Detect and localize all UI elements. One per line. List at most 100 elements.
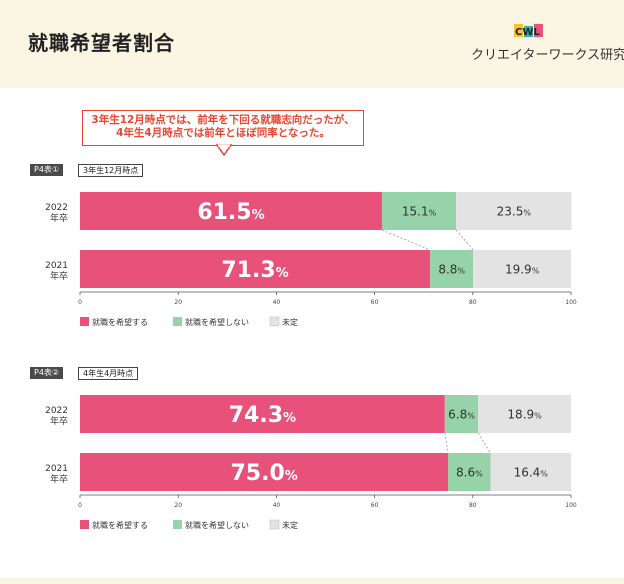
- category-label-year: 2022: [45, 406, 68, 416]
- bar-segment-want: [80, 453, 449, 491]
- x-tick-label: 80: [469, 502, 477, 509]
- page-header: 就職希望者割合 CWL クリエイターワークス研究所: [0, 0, 624, 88]
- connector-line: [444, 432, 449, 454]
- category-label-suffix: 年卒: [50, 473, 68, 485]
- x-tick-label: 40: [273, 502, 281, 509]
- data-label-unit: %: [429, 208, 437, 217]
- data-label: 8.8%: [438, 262, 465, 276]
- x-tick-label: 20: [174, 299, 182, 306]
- legend-label: 就職を希望しない: [185, 317, 249, 327]
- data-label-value: 71.3: [221, 258, 275, 283]
- data-label-unit: %: [283, 411, 296, 426]
- data-label: 6.8%: [448, 407, 475, 421]
- connector-line: [381, 229, 431, 251]
- chart2-subtitle: 4年生4月時点: [78, 367, 139, 380]
- bar-segment-want: [80, 395, 445, 433]
- chart1-subtitle: 3年生12月時点: [78, 164, 144, 177]
- category-label-suffix: 年卒: [50, 415, 68, 427]
- legend-label: 就職を希望する: [92, 317, 148, 327]
- legend-label: 未定: [282, 317, 298, 327]
- chart1-tag: P4表①: [30, 164, 64, 176]
- data-label-unit: %: [523, 208, 531, 217]
- logo-block-pink: [534, 24, 543, 37]
- data-label-value: 23.5: [497, 204, 524, 218]
- legend-swatch: [173, 317, 182, 326]
- callout-line-1: 3年生12月時点では、前年を下回る就職志向だったが、: [91, 114, 355, 126]
- legend-label: 就職を希望しない: [185, 520, 249, 530]
- data-label-value: 8.6: [456, 465, 475, 479]
- data-label: 23.5%: [497, 204, 532, 218]
- bar-segment-not-want: [430, 250, 474, 288]
- data-label-value: 18.9: [507, 407, 534, 421]
- data-label: 8.6%: [456, 465, 483, 479]
- bar-segment-undecided: [478, 395, 571, 433]
- connector-line: [455, 229, 474, 251]
- data-label-value: 75.0: [230, 461, 284, 486]
- data-label-unit: %: [532, 266, 540, 275]
- bar-segment-want: [80, 192, 382, 230]
- chart2-tag: P4表②: [30, 367, 64, 379]
- connector-line: [477, 432, 491, 454]
- legend-swatch: [80, 317, 89, 326]
- category-label-year: 2021: [45, 464, 68, 474]
- data-label-unit: %: [540, 469, 548, 478]
- data-label-unit: %: [285, 469, 298, 484]
- data-label-unit: %: [276, 266, 289, 281]
- data-label: 16.4%: [514, 465, 549, 479]
- logo-block-yellow: [514, 24, 523, 37]
- logo: CWL: [514, 24, 543, 38]
- data-label-unit: %: [534, 411, 542, 420]
- category-label-suffix: 年卒: [50, 212, 68, 224]
- data-label-unit: %: [252, 208, 265, 223]
- category-label-suffix: 年卒: [50, 270, 68, 282]
- bar-segment-undecided: [456, 192, 572, 230]
- x-tick-label: 40: [273, 299, 281, 306]
- category-label-year: 2022: [45, 203, 68, 213]
- data-label-value: 6.8: [448, 407, 467, 421]
- data-label: 74.3%: [229, 403, 296, 428]
- data-label: 71.3%: [221, 258, 288, 283]
- data-label: 19.9%: [505, 262, 540, 276]
- x-tick-label: 100: [565, 299, 577, 306]
- bar-segment-not-want: [444, 395, 479, 433]
- x-tick-label: 60: [371, 299, 379, 306]
- data-label-value: 15.1: [402, 204, 429, 218]
- data-label-unit: %: [457, 266, 465, 275]
- data-label-unit: %: [467, 411, 475, 420]
- bar-segment-not-want: [381, 192, 457, 230]
- callout-text: 3年生12月時点では、前年を下回る就職志向だったが、 4年生4月時点では前年とほ…: [83, 114, 363, 140]
- logo-mark: CWL: [515, 27, 540, 38]
- bar-segment-undecided: [473, 250, 571, 288]
- x-tick-label: 0: [78, 299, 82, 306]
- callout-line-2: 4年生4月時点では前年とほぼ同率となった。: [116, 127, 330, 139]
- x-tick-label: 60: [371, 502, 379, 509]
- page-title: 就職希望者割合: [28, 31, 175, 55]
- legend-swatch: [269, 316, 280, 327]
- data-label: 75.0%: [230, 461, 297, 486]
- legend-label: 未定: [282, 520, 298, 530]
- callout-box: 3年生12月時点では、前年を下回る就職志向だったが、 4年生4月時点では前年とほ…: [82, 110, 364, 146]
- logo-text: クリエイターワークス研究所: [471, 48, 624, 63]
- callout-pointer: [216, 144, 233, 156]
- category-label-year: 2021: [45, 261, 68, 271]
- data-label-value: 61.5: [197, 200, 251, 225]
- data-label-value: 8.8: [438, 262, 457, 276]
- x-tick-label: 20: [174, 502, 182, 509]
- bar-segment-undecided: [490, 453, 571, 491]
- legend-swatch: [269, 519, 280, 530]
- data-label-value: 19.9: [505, 262, 532, 276]
- x-tick-label: 80: [469, 299, 477, 306]
- x-tick-label: 100: [565, 502, 577, 509]
- bar-segment-want: [80, 250, 431, 288]
- x-tick-label: 0: [78, 502, 82, 509]
- data-label-value: 74.3: [229, 403, 283, 428]
- legend-swatch: [80, 520, 89, 529]
- data-label: 15.1%: [402, 204, 437, 218]
- legend-swatch: [173, 520, 182, 529]
- data-label: 61.5%: [197, 200, 264, 225]
- footer-band: [0, 578, 624, 584]
- bar-segment-not-want: [448, 453, 491, 491]
- data-label: 18.9%: [507, 407, 542, 421]
